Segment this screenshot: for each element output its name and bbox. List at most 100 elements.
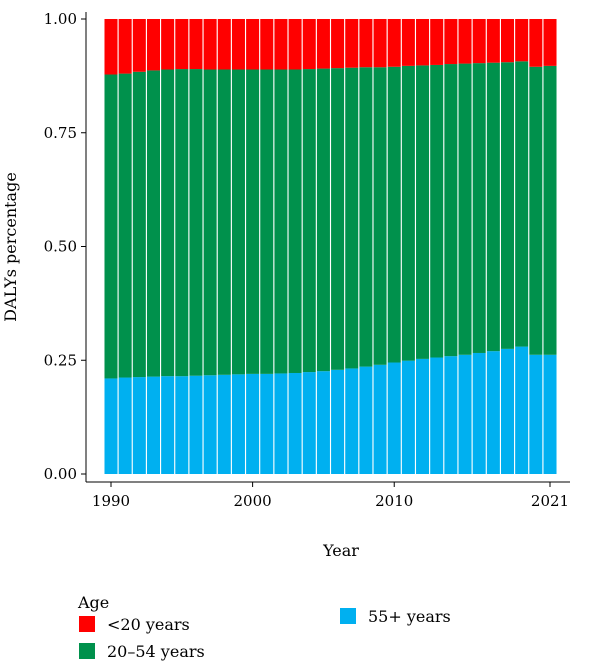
y-axis-title: DALYs percentage	[1, 172, 20, 322]
bar-2010-series-0	[387, 362, 401, 474]
bar-1992-series-2	[132, 19, 146, 72]
bar-1995-series-0	[175, 376, 189, 474]
x-ticks: 1990 2000 2010 2021	[92, 482, 569, 510]
bar-2011-series-0	[401, 360, 415, 474]
bar-2005-series-1	[316, 68, 330, 372]
legend-swatch	[340, 608, 356, 624]
legend-label: <20 years	[107, 615, 190, 634]
bar-1992-series-0	[132, 377, 146, 474]
bar-1993-series-1	[146, 70, 160, 377]
bar-1992-series-1	[132, 71, 146, 378]
bar-1995-series-1	[175, 69, 189, 377]
bar-2008-series-0	[359, 366, 373, 474]
x-tick-label: 1990	[92, 492, 130, 510]
bar-2021-series-0	[543, 354, 557, 474]
bar-1996-series-0	[189, 375, 203, 474]
bar-2013-series-0	[430, 357, 444, 474]
bar-2014-series-0	[444, 356, 458, 474]
y-tick-label: 0.50	[44, 238, 77, 256]
bar-2007-series-1	[345, 67, 359, 369]
bar-2006-series-2	[331, 19, 345, 69]
bar-1995-series-2	[175, 19, 189, 70]
bar-1998-series-2	[217, 19, 231, 70]
bar-2019-series-2	[515, 19, 529, 62]
bar-2013-series-2	[430, 19, 444, 65]
bar-1991-series-2	[118, 19, 132, 74]
bar-2009-series-1	[373, 67, 387, 365]
bar-2009-series-0	[373, 364, 387, 474]
bar-2002-series-1	[274, 69, 288, 374]
bar-1996-series-1	[189, 69, 203, 376]
bar-2000-series-2	[246, 19, 260, 70]
x-tick-label: 2000	[234, 492, 272, 510]
bar-1999-series-2	[231, 19, 245, 70]
bar-2020-series-1	[529, 66, 543, 355]
bar-2002-series-0	[274, 373, 288, 474]
bar-2011-series-1	[401, 65, 415, 361]
bar-2019-series-0	[515, 346, 529, 474]
bar-2016-series-1	[472, 63, 486, 353]
bar-2015-series-0	[458, 354, 472, 474]
bar-2017-series-0	[486, 351, 500, 474]
bar-2007-series-2	[345, 19, 359, 68]
bar-2014-series-1	[444, 64, 458, 357]
bar-1999-series-0	[231, 374, 245, 474]
bar-2008-series-2	[359, 19, 373, 68]
legend-label: 20–54 years	[107, 642, 205, 661]
bar-2014-series-2	[444, 19, 458, 65]
bar-2002-series-2	[274, 19, 288, 70]
y-tick-label: 1.00	[44, 10, 77, 28]
bar-2001-series-2	[260, 19, 274, 70]
bar-2018-series-1	[501, 62, 515, 349]
bar-2010-series-2	[387, 19, 401, 67]
bar-2005-series-0	[316, 371, 330, 474]
bar-2005-series-2	[316, 19, 330, 69]
bar-2004-series-0	[302, 372, 316, 474]
bar-2021-series-1	[543, 65, 557, 355]
bar-2011-series-2	[401, 19, 415, 66]
bar-2015-series-1	[458, 63, 472, 355]
bar-2012-series-0	[416, 358, 430, 474]
bar-1996-series-2	[189, 19, 203, 70]
y-ticks: 0.00 0.25 0.50 0.75 1.00	[44, 10, 86, 483]
bar-2018-series-0	[501, 348, 515, 475]
bar-2003-series-2	[288, 19, 302, 70]
bar-2012-series-2	[416, 19, 430, 66]
bar-1998-series-0	[217, 374, 231, 474]
bar-2009-series-2	[373, 19, 387, 68]
bar-2008-series-1	[359, 67, 373, 367]
bars-group	[104, 19, 557, 475]
bar-1994-series-2	[161, 19, 175, 70]
x-tick-label: 2010	[375, 492, 413, 510]
bar-2001-series-0	[260, 373, 274, 474]
x-tick-label: 2021	[531, 492, 569, 510]
bar-2012-series-1	[416, 65, 430, 359]
y-tick-label: 0.25	[44, 351, 77, 369]
bar-1994-series-0	[161, 376, 175, 474]
bar-2000-series-0	[246, 373, 260, 474]
bar-2013-series-1	[430, 64, 444, 358]
legend-swatch	[79, 616, 95, 632]
bar-2007-series-0	[345, 368, 359, 474]
y-tick-label: 0.75	[44, 124, 77, 142]
bar-2004-series-1	[302, 69, 316, 373]
bar-2017-series-1	[486, 62, 500, 352]
bar-2003-series-1	[288, 69, 302, 373]
bar-2010-series-1	[387, 66, 401, 363]
bar-1993-series-2	[146, 19, 160, 71]
bar-2006-series-0	[331, 369, 345, 474]
bar-1997-series-1	[203, 69, 217, 376]
bar-1990-series-0	[104, 378, 118, 474]
legend-title: Age	[77, 593, 109, 612]
bar-2006-series-1	[331, 68, 345, 370]
bar-2001-series-1	[260, 69, 274, 374]
bar-2020-series-0	[529, 354, 543, 474]
bar-2003-series-0	[288, 372, 302, 474]
bar-2019-series-1	[515, 61, 529, 347]
y-tick-label: 0.00	[44, 465, 77, 483]
bar-2021-series-2	[543, 19, 557, 66]
legend-label: 55+ years	[368, 607, 451, 626]
bar-1998-series-1	[217, 69, 231, 375]
legend-swatch	[79, 643, 95, 659]
